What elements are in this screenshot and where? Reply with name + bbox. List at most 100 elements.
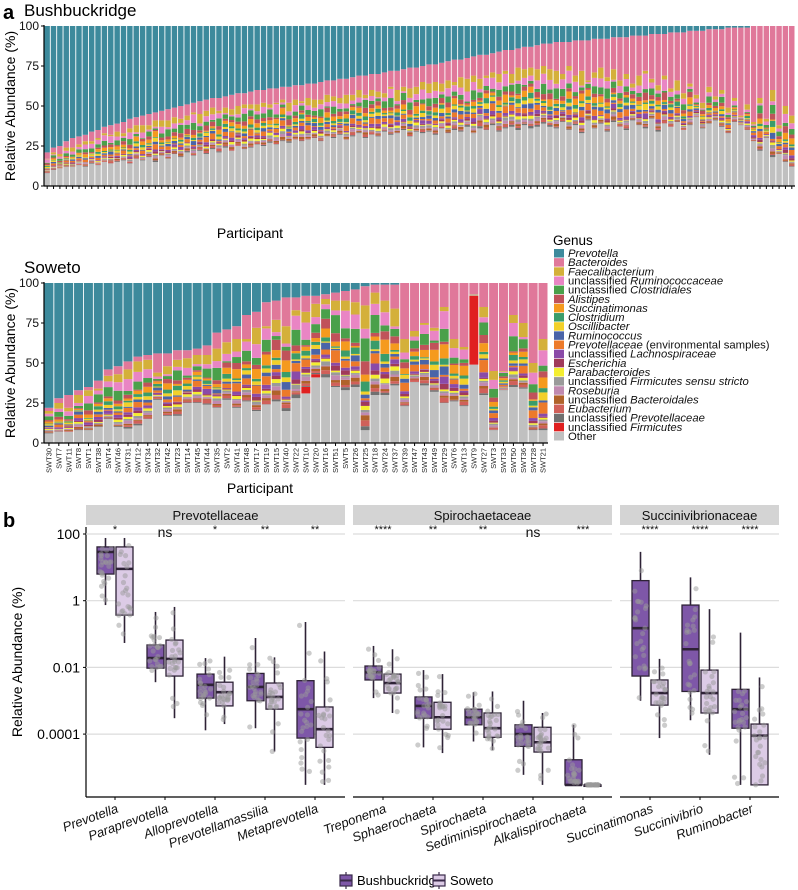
jitter-point [116, 622, 122, 628]
bar-segment-eubacterium [572, 122, 579, 124]
bar-segment-escherichia [197, 142, 203, 145]
bar-segment-other [782, 162, 789, 186]
bar-segment-unclassified-lachnospiraceae [680, 122, 687, 124]
bar-segment-unclassified-ruminococcaceae [241, 108, 248, 114]
bar-segment-unclassified-prevotellaceae [429, 390, 439, 392]
bar-segment-eubacterium [123, 425, 133, 427]
bar-segment-unclassified-prevotellaceae [184, 151, 190, 153]
bar-segment-unclassified-clostridiales [370, 315, 380, 333]
bar-segment-unclassified-lachnospiraceae [380, 371, 390, 375]
bar-segment-unclassified-bacteroidales [165, 156, 171, 158]
bar-segment-oscillibacter [143, 396, 153, 400]
bar-segment-ruminococcus [432, 118, 439, 121]
bar-segment-oscillibacter [390, 351, 400, 355]
bar-segment-faecalibacterium [267, 104, 273, 108]
jitter-point [394, 695, 400, 701]
bar-segment-parabacteroides [400, 396, 410, 399]
bar-segment-oscillibacter [528, 405, 538, 408]
bar-segment-bacteroides [279, 86, 286, 100]
bar-segment-unclassified-ruminococcaceae [182, 367, 192, 376]
bar-segment-clostridium [623, 97, 630, 103]
bar-segment-prevotella [57, 26, 63, 146]
bar-segment-bacteroides [356, 75, 362, 90]
bar-segment-faecalibacterium [674, 80, 680, 91]
bar-segment-unclassified-firmicutes-sensu-stricto [515, 119, 521, 123]
bar-segment-unclassified-ruminococcaceae [528, 75, 534, 81]
bar-segment-other [757, 150, 763, 186]
bar-segment-alistipes [521, 86, 528, 91]
bar-segment-unclassified-clostridiales [706, 96, 712, 103]
bar-segment-unclassified-clostridiales [451, 91, 458, 96]
jitter-point [304, 712, 310, 718]
bar-segment-escherichia [216, 142, 222, 144]
bar-segment-unclassified-clostridiales [407, 102, 413, 110]
bar-segment-unclassified-lachnospiraceae [789, 155, 795, 159]
bar-segment-unclassified-lachnospiraceae [64, 426, 74, 428]
bar-segment-unclassified-firmicutes-sensu-stricto [394, 127, 400, 130]
jitter-point [535, 746, 541, 752]
bar-segment-prevotella [559, 26, 566, 42]
bar-segment-clostridium [350, 347, 360, 354]
bar-segment-parabacteroides [261, 390, 271, 394]
y-tick-label: 100 [19, 19, 39, 33]
bar-segment-faecalibacterium [261, 326, 271, 329]
bar-segment-unclassified-clostridiales [54, 411, 64, 417]
bar-segment-other [178, 157, 184, 186]
bar-segment-unclassified-ruminococcaceae [232, 351, 242, 358]
bar-segment-unclassified-clostridiales [400, 359, 410, 363]
bar-segment-succinatimonas [127, 148, 133, 150]
bar-segment-clostridium [489, 95, 496, 97]
bar-segment-other [343, 139, 349, 186]
bar-segment-alistipes [83, 410, 93, 415]
bar-segment-unclassified-lachnospiraceae [360, 400, 370, 402]
bar-segment-parabacteroides [380, 378, 390, 384]
bar-segment-bacteroides [458, 59, 464, 78]
bar-segment-unclassified-lachnospiraceae [95, 160, 101, 161]
jitter-point [656, 679, 663, 685]
bar-segment-bacteroides [426, 64, 432, 84]
box-soweto [750, 677, 769, 788]
jitter-point [226, 674, 232, 681]
bar-segment-unclassified-lachnospiraceae [559, 112, 566, 114]
bar-segment-oscillibacter [380, 361, 390, 364]
bar-segment-unclassified-ruminococcaceae [324, 102, 330, 107]
bar-segment-clostridium [139, 145, 146, 148]
bar-segment-alistipes [528, 392, 538, 400]
bar-segment-bacteroides [153, 353, 163, 373]
stacked-bar [212, 283, 222, 443]
bar-segment-prevotella [579, 26, 585, 41]
jitter-point [514, 724, 521, 730]
bar-segment-unclassified-firmicutes-sensu-stricto [451, 121, 458, 124]
bar-segment-faecalibacterium [585, 80, 591, 83]
bar-segment-ruminococcus [74, 411, 84, 415]
bar-segment-ruminococcus [318, 126, 324, 130]
bar-segment-bacteroides [489, 283, 499, 371]
bar-segment-faecalibacterium [400, 339, 410, 353]
bar-segment-prevotellaceae-environmental-samples- [74, 414, 84, 419]
bar-segment-alistipes [712, 105, 719, 108]
bar-segment-roseburia [370, 381, 380, 385]
bar-segment-unclassified-ruminococcaceae [419, 89, 426, 100]
bar-segment-other [375, 136, 381, 186]
bar-segment-unclassified-lachnospiraceae [281, 396, 291, 399]
bar-segment-unclassified-prevotellaceae [172, 414, 182, 416]
bar-segment-eubacterium [553, 126, 560, 128]
bar-segment-succinatimonas [528, 399, 538, 401]
jitter-point [752, 716, 758, 722]
bar-segment-unclassified-lachnospiraceae [655, 119, 661, 123]
bar-segment-bacteroides [321, 294, 331, 299]
bar-segment-prevotella [241, 26, 248, 94]
bar-segment-clostridium [706, 107, 712, 111]
bar-segment-escherichia [356, 126, 362, 128]
bar-segment-unclassified-prevotellaceae [375, 135, 381, 137]
bar-segment-oscillibacter [261, 368, 271, 373]
jitter-point [318, 658, 324, 664]
bar-segment-unclassified-bacteroidales [407, 132, 413, 135]
bar-segment-eubacterium [579, 130, 585, 132]
legend-swatch [554, 340, 564, 349]
jitter-point [166, 672, 172, 678]
bar-segment-parabacteroides [267, 132, 273, 136]
bar-segment-parabacteroides [458, 122, 464, 125]
bar-segment-unclassified-clostridiales [553, 88, 560, 99]
bar-segment-other [232, 407, 242, 443]
